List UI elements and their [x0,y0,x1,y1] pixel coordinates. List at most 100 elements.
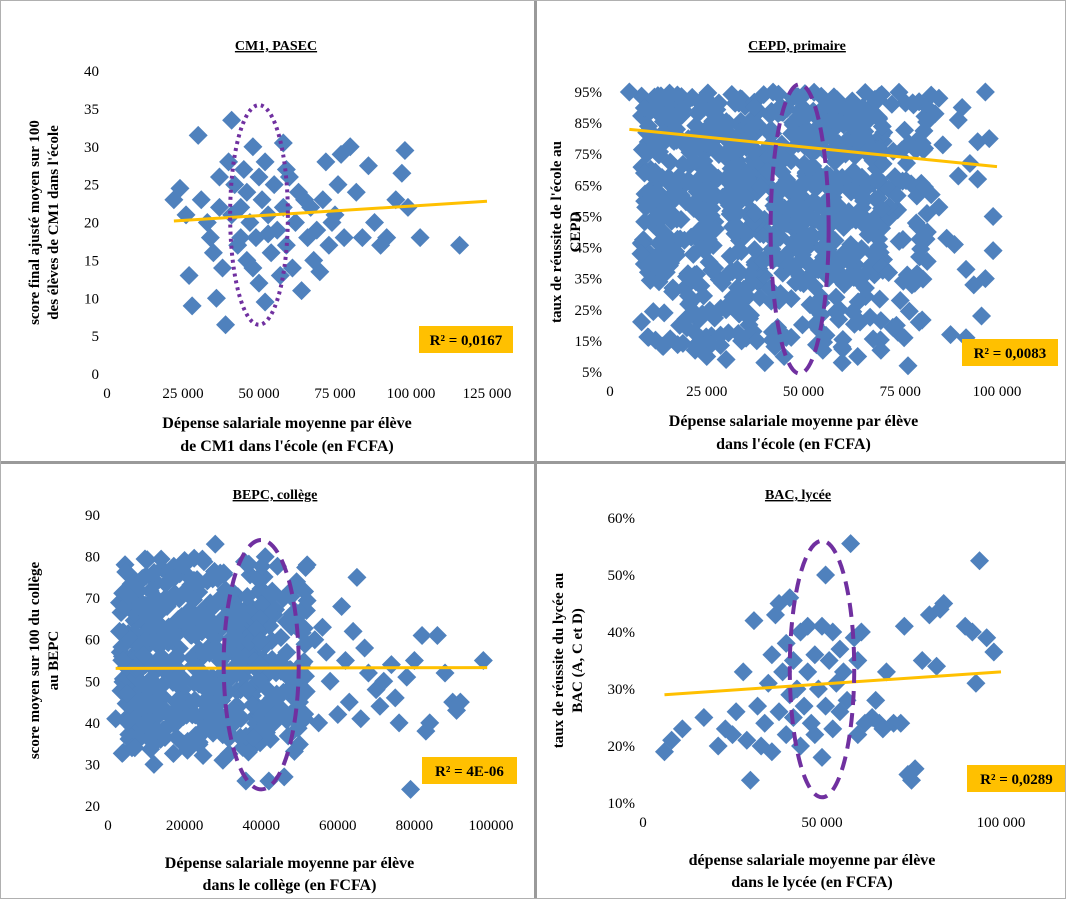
x-tick-label: 25 000 [686,384,727,400]
data-point [869,219,889,239]
data-point [869,229,889,249]
y-tick-label: 10 [84,291,99,307]
data-point [848,206,868,226]
data-point [672,719,692,739]
data-point [733,167,753,187]
x-tick-label: 50 000 [238,386,279,402]
data-point [140,670,160,690]
data-point [771,96,791,116]
data-point [848,651,868,670]
data-point [332,596,352,616]
r2-label: R² = 0,0167 [430,333,503,349]
data-point [816,696,836,716]
y-tick-label: 25% [575,303,603,319]
data-point [374,671,394,691]
x-tick-label: 50 000 [783,384,824,400]
data-point [697,162,717,182]
data-point [155,588,175,608]
chart-bepc: BEPC, collège 20 30 40 50 60 70 80 90 0 20000 40000… [27,488,517,894]
data-point [404,651,424,670]
data-point [231,228,251,248]
data-point [719,195,739,215]
data-point [118,586,138,606]
data-point [132,698,152,718]
data-point [645,87,665,107]
data-point [763,124,783,144]
data-point [768,104,788,124]
plot-area [106,534,493,799]
data-point [709,144,729,164]
data-point [191,190,211,210]
data-point [109,621,129,641]
data-point [909,312,929,332]
data-point [255,547,275,567]
data-point [893,271,913,291]
data-point [420,713,440,733]
data-point [619,82,639,102]
data-point [851,622,871,642]
data-point [134,645,154,665]
data-point [929,197,949,217]
data-point [209,197,229,217]
data-point [231,650,251,670]
y-tick-label: 55% [575,209,603,225]
data-point [296,600,316,620]
data-point [826,287,846,307]
data-point [774,346,794,366]
data-point [273,133,293,153]
data-point [731,296,751,316]
data-point [228,705,248,725]
data-point [175,555,195,575]
data-point [692,304,712,324]
data-point [716,350,736,370]
data-point [126,656,146,676]
x-tick-label: 80000 [396,818,434,834]
data-point [203,723,223,743]
data-point [921,185,941,205]
data-point [182,296,202,316]
data-point [645,256,665,276]
data-point [758,673,778,693]
data-point [811,305,831,325]
data-point [886,315,906,335]
data-point [247,569,267,589]
data-point [226,601,246,621]
data-point [709,109,729,129]
data-point [789,126,809,146]
data-point [848,292,868,312]
data-point [805,314,825,334]
data-point [781,289,801,309]
data-point [743,141,763,161]
data-point [144,562,164,582]
data-point [720,246,740,266]
data-point [322,213,342,232]
data-point [712,273,732,293]
data-point [941,325,961,345]
y-tick-label: 50 [85,674,100,690]
data-point [185,705,205,725]
data-point [776,725,796,745]
data-point [162,708,182,728]
data-point [860,307,880,327]
x-axis-label: Dépense salariale moyenne par élève [162,415,411,432]
data-point [830,264,850,284]
data-point [827,168,847,188]
data-point [147,720,167,740]
data-point [450,692,470,712]
x-axis-label: dans le collège (en FCFA) [203,877,377,894]
data-point [252,190,272,210]
data-point [309,713,329,733]
data-point [788,87,808,107]
data-point [670,315,690,335]
data-point [234,159,254,179]
data-point [800,295,820,315]
x-tick-label: 0 [606,384,614,400]
data-point [821,128,841,148]
data-point [172,607,192,627]
data-point [647,218,667,238]
data-point [473,651,493,670]
data-point [843,302,863,322]
data-point [389,713,409,733]
data-point [183,590,203,610]
data-point [719,182,739,202]
